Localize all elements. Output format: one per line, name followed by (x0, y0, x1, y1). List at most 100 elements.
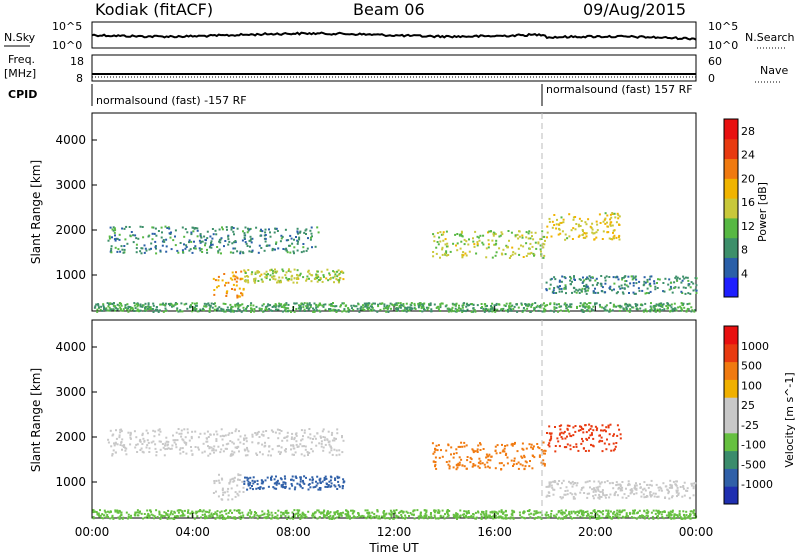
scatter-cell (397, 302, 400, 305)
nsky-right-tick-high: 10^5 (708, 20, 738, 33)
scatter-cell (390, 511, 393, 513)
scatter-cell (599, 490, 602, 493)
scatter-cell (234, 247, 237, 250)
scatter-cell (179, 242, 182, 244)
scatter-cell (291, 516, 294, 518)
scatter-cell (347, 515, 350, 517)
freq-label-line2: [MHz] (4, 67, 36, 80)
scatter-cell (533, 308, 536, 311)
scatter-cell (159, 448, 162, 451)
scatter-cell (599, 510, 602, 513)
scatter-cell (249, 516, 252, 519)
scatter-cell (222, 491, 225, 494)
scatter-cell (456, 310, 459, 312)
scatter-cell (456, 233, 459, 235)
scatter-cell (528, 247, 531, 250)
scatter-cell (609, 308, 611, 311)
scatter-cell (338, 485, 341, 488)
freq-label-line1: Freq. (8, 53, 35, 66)
scatter-cell (395, 516, 398, 519)
scatter-cell (204, 517, 206, 520)
scatter-cell (694, 277, 697, 279)
scatter-cell (195, 302, 198, 305)
scatter-cell (312, 486, 315, 489)
scatter-cell (566, 443, 569, 446)
scatter-cell (466, 308, 469, 311)
scatter-cell (655, 509, 658, 512)
scatter-cell (209, 235, 212, 238)
scatter-cell (316, 226, 319, 229)
y-tick-label: 2000 (55, 430, 86, 444)
scatter-cell (606, 214, 609, 217)
scatter-cell (318, 302, 321, 305)
scatter-cell (139, 305, 142, 308)
scatter-cell (692, 485, 695, 488)
scatter-cell (217, 285, 220, 288)
scatter-cell (112, 449, 115, 452)
scatter-cell (324, 436, 327, 439)
scatter-cell (452, 310, 455, 313)
x-tick-label: 04:00 (175, 525, 210, 539)
scatter-cell (573, 497, 576, 500)
scatter-cell (587, 277, 590, 280)
scatter-cell (336, 488, 339, 490)
scatter-cell (276, 230, 279, 232)
scatter-cell (136, 309, 139, 312)
scatter-cell (197, 436, 200, 439)
scatter-cell (234, 241, 237, 244)
scatter-cell (557, 510, 560, 513)
scatter-cell (284, 515, 287, 518)
scatter-cell (291, 484, 294, 487)
scatter-cell (528, 303, 531, 306)
scatter-cell (107, 239, 110, 242)
scatter-cell (119, 431, 122, 434)
scatter-cell (670, 513, 673, 516)
scatter-cell (632, 512, 634, 515)
scatter-cell (231, 271, 234, 274)
scatter-cell (551, 226, 554, 229)
scatter-cell (200, 236, 203, 239)
scatter-cell (587, 449, 590, 452)
scatter-cell (564, 238, 567, 241)
scatter-cell (505, 452, 508, 455)
scatter-cell (199, 510, 202, 513)
scatter-cell (629, 309, 632, 312)
scatter-cell (433, 509, 436, 512)
scatter-cell (394, 512, 397, 515)
scatter-cell (591, 228, 594, 231)
scatter-cell (230, 487, 233, 490)
scatter-cell (686, 276, 689, 279)
scatter-cell (333, 275, 336, 278)
scatter-cell (683, 516, 686, 519)
scatter-cell (270, 454, 272, 457)
scatter-cell (549, 515, 552, 518)
scatter-cell (200, 240, 203, 243)
scatter-cell (670, 484, 673, 487)
colorbar-swatch (724, 450, 738, 469)
scatter-cell (290, 436, 293, 439)
scatter-cell (465, 467, 468, 470)
scatter-cell (208, 310, 211, 313)
scatter-cell (187, 509, 190, 512)
scatter-cell (150, 441, 153, 444)
scatter-cell (505, 244, 508, 247)
scatter-cell (504, 253, 507, 256)
scatter-cell (274, 227, 277, 230)
scatter-cell (541, 242, 544, 245)
scatter-cell (151, 308, 154, 310)
scatter-cell (485, 512, 488, 515)
scatter-cell (278, 432, 281, 435)
scatter-cell (169, 236, 172, 239)
scatter-cell (613, 234, 616, 237)
scatter-cell (680, 281, 683, 284)
scatter-cell (523, 516, 526, 519)
scatter-cell (236, 277, 239, 280)
scatter-cell (246, 488, 249, 491)
scatter-cell (654, 309, 657, 312)
scatter-cell (212, 449, 215, 452)
scatter-cell (621, 489, 624, 492)
scatter-cell (126, 242, 129, 245)
scatter-cell (146, 515, 149, 518)
scatter-cell (438, 511, 441, 514)
